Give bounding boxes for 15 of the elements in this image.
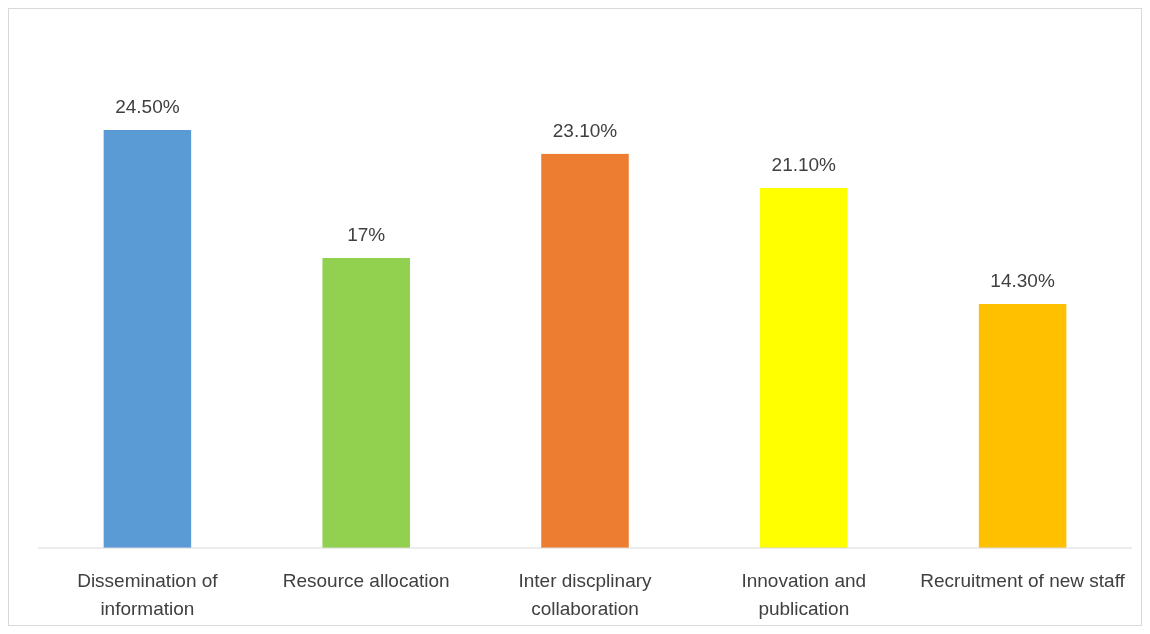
x-tick-label: Innovation and publication: [741, 570, 867, 619]
bar: [103, 130, 192, 548]
x-tick-label: Recruitment of new staff: [920, 570, 1126, 591]
data-label: 24.50%: [115, 96, 180, 117]
data-label: 17%: [347, 223, 386, 245]
data-label: 21.10%: [771, 154, 837, 176]
bar: [760, 188, 848, 548]
bar: [322, 257, 410, 548]
data-label: 23.10%: [552, 119, 618, 141]
x-tick-label: Resource allocation: [282, 570, 450, 591]
x-tick-label: Inter discplinary collaboration: [518, 570, 653, 619]
bar: [978, 304, 1067, 548]
data-label: 14.30%: [990, 270, 1055, 292]
x-tick-label: Dissemination of information: [77, 570, 219, 619]
bar: [541, 153, 629, 548]
